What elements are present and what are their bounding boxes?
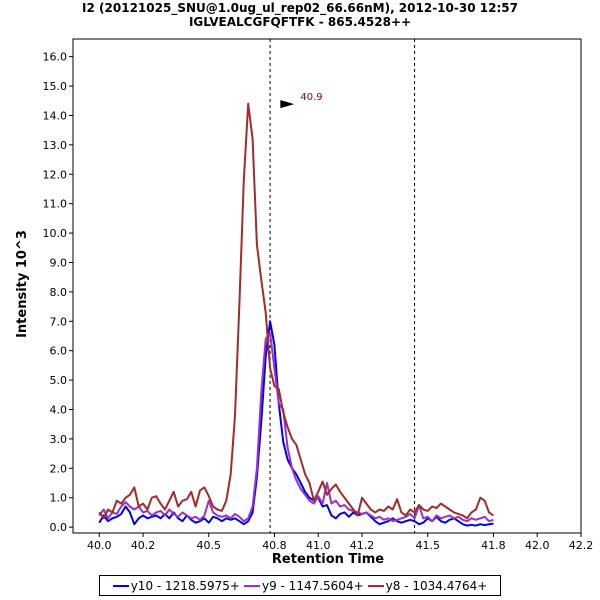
legend-label-y8: y8 - 1034.4764+ [385, 578, 488, 593]
y-tick-label: 2.0 [50, 462, 68, 475]
plot-area [72, 38, 582, 534]
series-line-y9 [98, 332, 494, 523]
legend: y10 - 1218.5975+ y9 - 1147.5604+ y8 - 10… [99, 575, 501, 596]
peak-marker-icon [280, 100, 295, 109]
y-tick-label: 14.0 [43, 109, 68, 122]
chart-subtitle: IGLVEALCGFQFTFK - 865.4528++ [188, 15, 412, 29]
y-axis-label: Intensity 10^3 [15, 230, 30, 338]
legend-label-y9: y9 - 1147.5604+ [261, 578, 364, 593]
y-tick-label: 3.0 [50, 433, 68, 446]
y-tick-label: 7.0 [50, 315, 68, 328]
y-tick-label: 13.0 [43, 139, 68, 152]
legend-swatch-y9 [243, 584, 260, 587]
peak-label: 40.9 [300, 92, 322, 103]
y-tick-label: 15.0 [43, 80, 68, 93]
x-axis: 40.0 40.2 40.5 40.8 41.0 41.2 41.5 41.8 42.0 42.2 [87, 533, 593, 552]
legend-swatch-y8 [367, 584, 384, 587]
y-tick-label: 4.0 [50, 404, 68, 417]
peak-annotation-group: 40.9 [280, 92, 323, 109]
legend-item-y9: y9 - 1147.5604+ [243, 578, 364, 593]
legend-swatch-y10 [112, 584, 129, 587]
y-tick-label: 1.0 [50, 492, 68, 505]
x-tick-label: 42.0 [525, 539, 550, 552]
y-tick-label: 5.0 [50, 374, 68, 387]
y-tick-label: 12.0 [43, 168, 68, 181]
series-lines [98, 102, 494, 527]
integration-boundaries [269, 39, 416, 533]
y-tick-label: 0.0 [50, 521, 68, 534]
series-line-y8 [98, 102, 494, 520]
x-tick-label: 41.2 [350, 539, 375, 552]
y-tick-label: 16.0 [43, 51, 68, 64]
x-tick-label: 40.5 [197, 539, 222, 552]
y-axis: 0.0 1.0 2.0 3.0 4.0 5.0 6.0 7.0 8.0 9.0 10.0 11.0 12… [43, 51, 73, 534]
x-tick-label: 41.8 [481, 539, 506, 552]
legend-item-y8: y8 - 1034.4764+ [367, 578, 488, 593]
x-axis-label: Retention Time [272, 552, 384, 567]
legend-label-y10: y10 - 1218.5975+ [130, 578, 240, 593]
chart-title: I2 (20121025_SNU@1.0ug_ul_rep02_66.66nM)… [82, 1, 518, 15]
x-tick-label: 42.2 [569, 539, 594, 552]
legend-item-y10: y10 - 1218.5975+ [112, 578, 240, 593]
x-tick-label: 41.0 [306, 539, 331, 552]
y-tick-label: 11.0 [43, 198, 68, 211]
y-tick-label: 8.0 [50, 286, 68, 299]
x-tick-label: 40.8 [262, 539, 287, 552]
x-tick-label: 40.2 [131, 539, 156, 552]
y-tick-label: 6.0 [50, 345, 68, 358]
y-tick-label: 9.0 [50, 256, 68, 269]
y-tick-label: 10.0 [43, 227, 68, 240]
x-tick-label: 40.0 [87, 539, 112, 552]
x-tick-label: 41.5 [415, 539, 440, 552]
